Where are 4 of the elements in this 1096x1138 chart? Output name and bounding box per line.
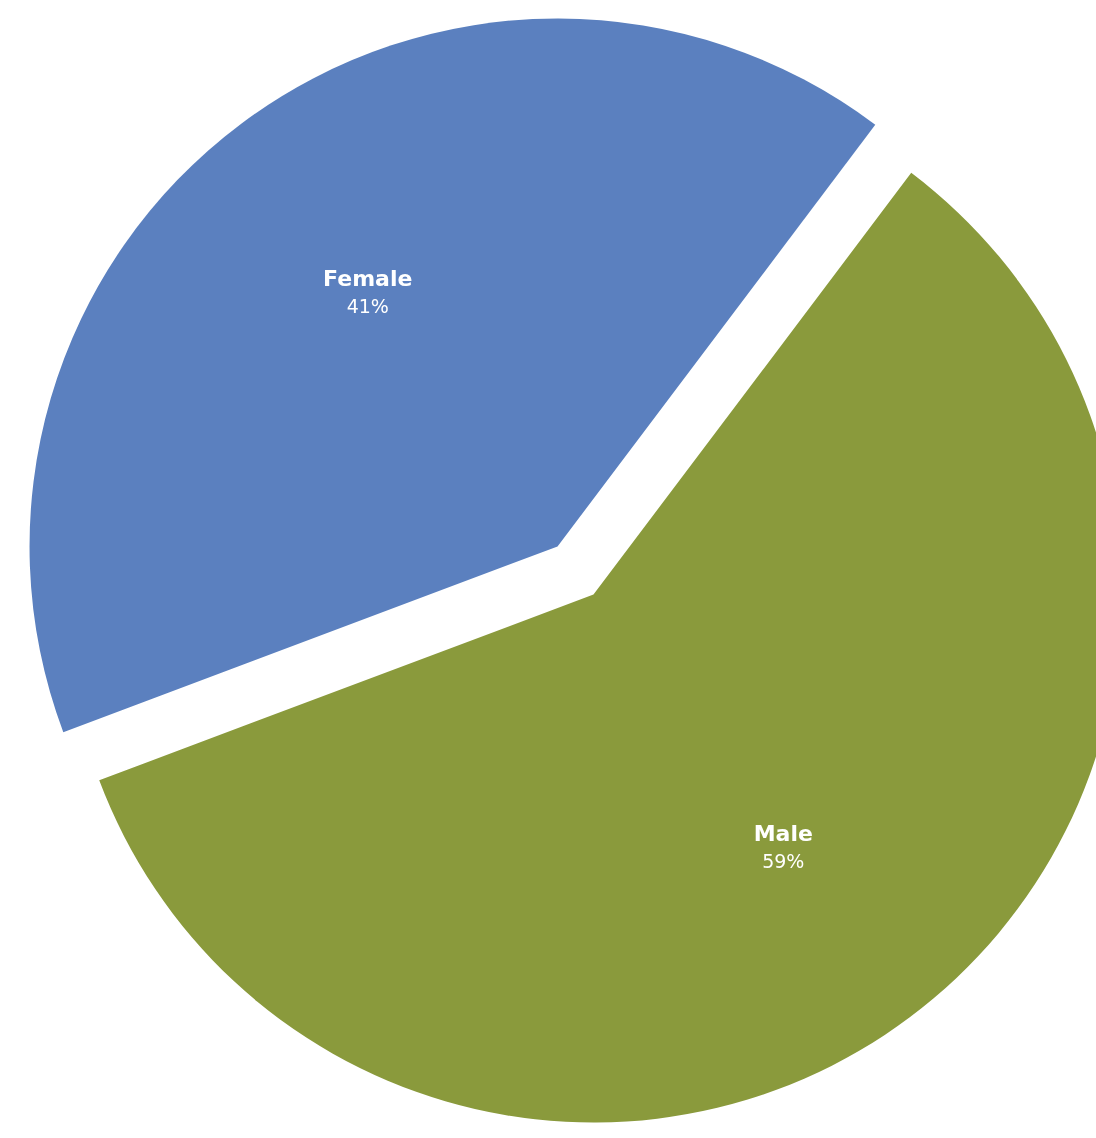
slice-label: Male: [753, 821, 813, 847]
data-label: 59%: [762, 850, 805, 873]
slice-label: Female: [323, 265, 413, 291]
data-label: 41%: [346, 294, 389, 317]
